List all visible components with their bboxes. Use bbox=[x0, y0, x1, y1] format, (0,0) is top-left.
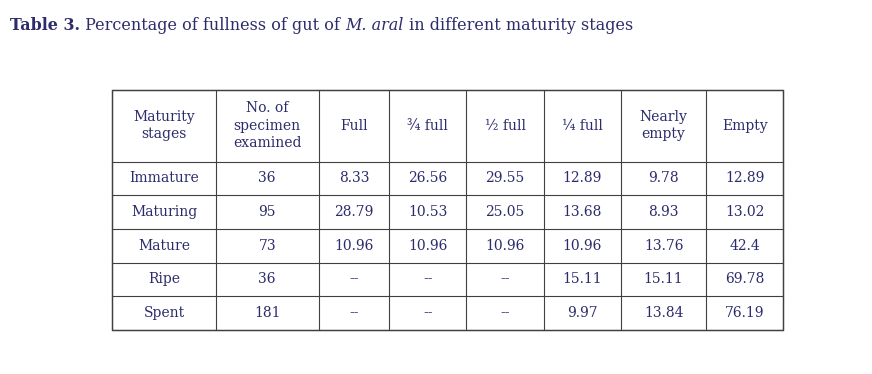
Text: Maturity
stages: Maturity stages bbox=[133, 110, 194, 141]
Text: M. aral: M. aral bbox=[345, 17, 404, 34]
Text: Spent: Spent bbox=[143, 306, 185, 320]
Text: 95: 95 bbox=[258, 205, 276, 219]
Text: No. of
specimen
examined: No. of specimen examined bbox=[233, 101, 302, 150]
Text: 12.89: 12.89 bbox=[725, 172, 765, 186]
Text: 26.56: 26.56 bbox=[408, 172, 447, 186]
Text: Percentage of fullness of gut of: Percentage of fullness of gut of bbox=[80, 17, 345, 34]
Text: --: -- bbox=[423, 273, 433, 286]
Text: Empty: Empty bbox=[722, 119, 767, 133]
Text: 9.78: 9.78 bbox=[648, 172, 679, 186]
Text: 28.79: 28.79 bbox=[334, 205, 373, 219]
Text: 8.33: 8.33 bbox=[338, 172, 369, 186]
Text: 76.19: 76.19 bbox=[725, 306, 765, 320]
Text: Table 3.: Table 3. bbox=[10, 17, 80, 34]
Text: 13.84: 13.84 bbox=[644, 306, 684, 320]
Text: --: -- bbox=[349, 306, 358, 320]
Text: 13.02: 13.02 bbox=[725, 205, 765, 219]
Text: Immature: Immature bbox=[129, 172, 199, 186]
Text: 10.96: 10.96 bbox=[486, 239, 525, 253]
Text: Full: Full bbox=[340, 119, 368, 133]
Text: --: -- bbox=[501, 306, 510, 320]
Text: 36: 36 bbox=[258, 273, 276, 286]
Text: 10.96: 10.96 bbox=[562, 239, 603, 253]
Text: 10.96: 10.96 bbox=[334, 239, 373, 253]
Text: 69.78: 69.78 bbox=[725, 273, 765, 286]
Text: 73: 73 bbox=[258, 239, 276, 253]
Text: in different maturity stages: in different maturity stages bbox=[404, 17, 633, 34]
Text: 8.93: 8.93 bbox=[649, 205, 679, 219]
Bar bbox=[112, 89, 783, 330]
Text: 9.97: 9.97 bbox=[567, 306, 598, 320]
Text: ½ full: ½ full bbox=[485, 119, 526, 133]
Text: 15.11: 15.11 bbox=[562, 273, 603, 286]
Text: Mature: Mature bbox=[138, 239, 190, 253]
Text: 13.68: 13.68 bbox=[562, 205, 603, 219]
Text: Nearly
empty: Nearly empty bbox=[640, 110, 687, 141]
Text: 10.96: 10.96 bbox=[408, 239, 447, 253]
Text: 13.76: 13.76 bbox=[644, 239, 684, 253]
Text: 25.05: 25.05 bbox=[486, 205, 525, 219]
Text: --: -- bbox=[501, 273, 510, 286]
Text: Ripe: Ripe bbox=[148, 273, 180, 286]
Text: 181: 181 bbox=[254, 306, 281, 320]
Text: 29.55: 29.55 bbox=[486, 172, 525, 186]
Text: ¼ full: ¼ full bbox=[562, 119, 603, 133]
Text: 12.89: 12.89 bbox=[562, 172, 603, 186]
Text: Maturing: Maturing bbox=[131, 205, 197, 219]
Text: --: -- bbox=[423, 306, 433, 320]
Text: 42.4: 42.4 bbox=[729, 239, 760, 253]
Text: --: -- bbox=[349, 273, 358, 286]
Text: 10.53: 10.53 bbox=[408, 205, 447, 219]
Text: 15.11: 15.11 bbox=[644, 273, 684, 286]
Text: ¾ full: ¾ full bbox=[407, 119, 448, 133]
Text: 36: 36 bbox=[258, 172, 276, 186]
